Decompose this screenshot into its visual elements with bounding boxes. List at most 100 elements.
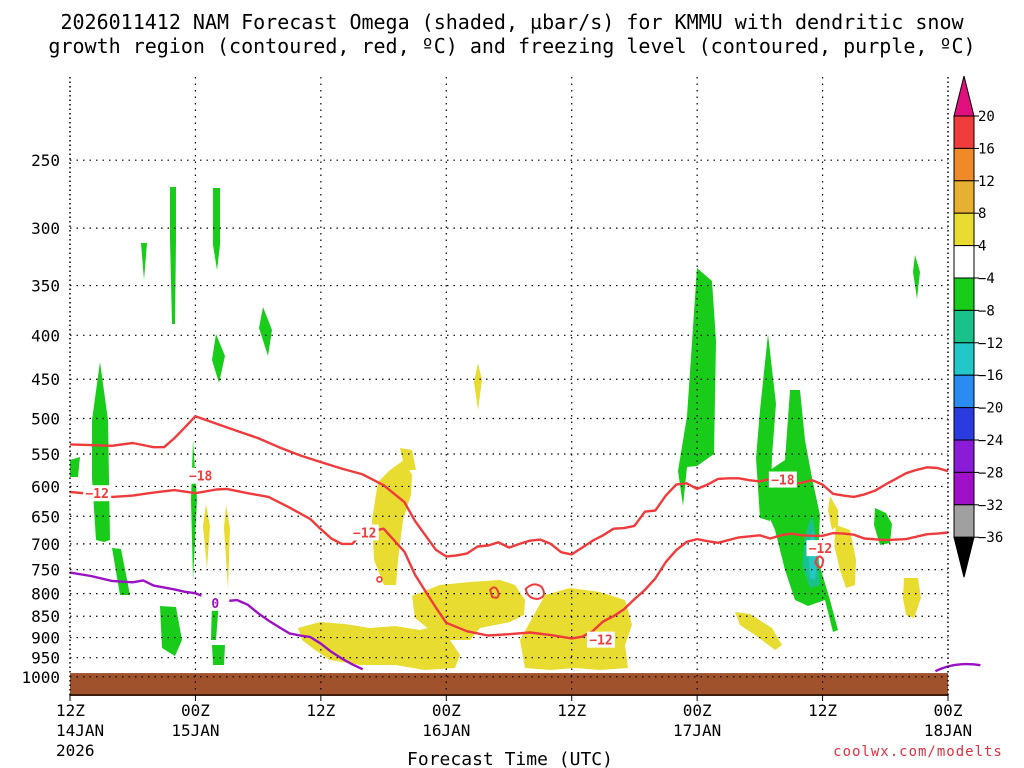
y-tick-label: 850 [31, 607, 60, 626]
colorbar-label: −24 [978, 433, 1003, 449]
x-tick-label: 00Z [683, 701, 712, 720]
y-tick-label: 600 [31, 477, 60, 496]
contour-closed-ring [524, 583, 545, 600]
contour-label-bg [768, 471, 797, 488]
colorbar-label: −16 [978, 368, 1003, 384]
temperature-contours: −18 −18 −12 −12 −12 −12 0 [69, 415, 981, 673]
y-tick-label: 300 [31, 219, 60, 238]
isotherm-line [69, 487, 949, 640]
omega-blob [224, 505, 230, 589]
omega-blob [70, 457, 80, 477]
colorbar-swatch [953, 471, 975, 506]
y-tick-label: 800 [31, 585, 60, 604]
contour-label: −12 [85, 487, 108, 502]
contour-label-bg [201, 594, 230, 611]
omega-blob [834, 525, 856, 588]
omega-blob [112, 548, 130, 595]
x-tick-label: 17JAN [673, 721, 721, 740]
omega-colorbar: 20 16 12 8 4 −4 −8 −12 −16 −20 −24 −28 −32 −36 [953, 75, 1003, 578]
contour-label: −12 [353, 527, 376, 542]
colorbar-label: −20 [978, 401, 1003, 417]
chart-axes [69, 77, 949, 696]
x-tick-label: 15JAN [171, 721, 219, 740]
x-tick-label: 00Z [432, 701, 461, 720]
y-tick-label: 250 [31, 151, 60, 170]
chart-title-line2: growth region (contoured, red, ºC) and f… [48, 34, 975, 58]
colorbar-label: 8 [978, 206, 986, 222]
y-tick-label: 450 [31, 370, 60, 389]
watermark: coolwx.com/modelts [833, 744, 1003, 760]
omega-blob [400, 448, 416, 470]
omega-blob [903, 578, 921, 618]
omega-blob [203, 504, 210, 569]
colorbar-swatch [953, 147, 975, 182]
freezing-level-line [69, 571, 364, 671]
omega-blob [735, 612, 782, 650]
isotherm-line [69, 415, 949, 558]
colorbar-swatch [953, 115, 975, 149]
x-tick-label: 00Z [934, 701, 963, 720]
omega-blob [412, 580, 525, 640]
ground-fill [70, 673, 948, 696]
y-axis-ticks: 250 300 350 400 450 500 550 600 650 700 750 800 850 9… [21, 151, 60, 687]
colorbar-swatch [953, 407, 975, 441]
omega-blob [766, 390, 838, 632]
colorbar-swatch [953, 180, 975, 214]
omega-blob [141, 243, 147, 280]
omega-descent-regions [203, 363, 921, 670]
colorbar-swatch [953, 342, 975, 376]
x-axis-label: Forecast Time (UTC) [407, 749, 613, 768]
colorbar-label: −36 [978, 530, 1003, 546]
x-tick-label: 14JAN [56, 721, 104, 740]
contour-closed-ring [814, 555, 825, 569]
x-tick-label: 12Z [56, 701, 85, 720]
contour-closed-ring [489, 586, 500, 599]
colorbar-bottom-arrow [953, 536, 975, 578]
colorbar-label: −8 [978, 303, 995, 319]
omega-blob [212, 645, 225, 665]
x-tick-label: 12Z [306, 701, 335, 720]
contour-closed-ring [376, 576, 383, 583]
colorbar-swatch [953, 309, 975, 344]
y-tick-label: 900 [31, 629, 60, 648]
x-tick-label: 12Z [557, 701, 586, 720]
y-tick-label: 400 [31, 326, 60, 345]
omega-blob [170, 187, 176, 324]
colorbar-label: 4 [978, 239, 986, 255]
omega-blob [213, 188, 220, 270]
omega-blob [160, 606, 182, 656]
contour-label: −18 [771, 474, 795, 489]
contour-label-bg [586, 631, 615, 648]
x-tick-label: 18JAN [924, 721, 972, 740]
colorbar-label: 16 [978, 141, 995, 157]
omega-blob [678, 268, 716, 506]
x-tick-label: 12Z [808, 701, 837, 720]
contour-label-bg [83, 485, 112, 502]
omega-blob [474, 363, 482, 410]
omega-blob [298, 622, 460, 670]
colorbar-swatch [953, 277, 975, 311]
contour-label: −12 [809, 542, 832, 557]
y-tick-label: 750 [31, 561, 60, 580]
colorbar-label: 20 [978, 109, 995, 125]
colorbar-label: −12 [978, 336, 1003, 352]
y-tick-label: 950 [31, 649, 60, 668]
contour-label: −12 [589, 634, 612, 649]
omega-blob [828, 496, 838, 530]
x-tick-label: 2026 [56, 741, 95, 760]
omega-blob [372, 460, 412, 585]
y-tick-label: 650 [31, 507, 60, 526]
omega-blob [913, 255, 920, 299]
contour-label: −18 [189, 470, 213, 485]
omega-blob [520, 588, 632, 670]
colorbar-swatch [953, 374, 975, 409]
chart-title-line1: 2026011412 NAM Forecast Omega (shaded, µ… [60, 10, 964, 34]
colorbar-swatch [953, 212, 975, 247]
colorbar-label: 12 [978, 174, 995, 190]
contour-label: 0 [211, 597, 219, 612]
omega-blob [259, 307, 272, 356]
colorbar-label: −28 [978, 465, 1003, 481]
colorbar-label: −32 [978, 498, 1003, 514]
